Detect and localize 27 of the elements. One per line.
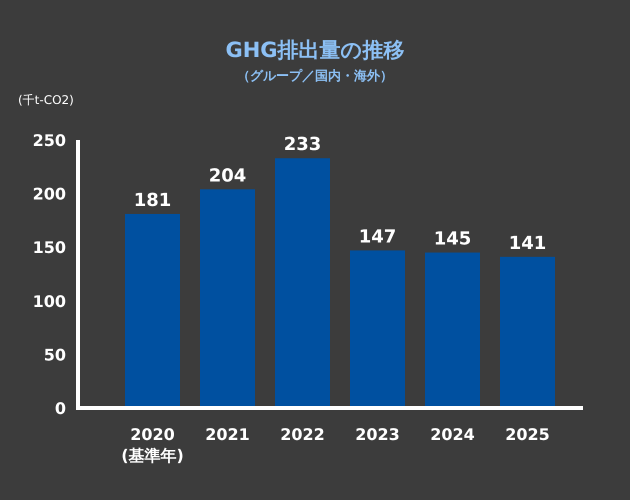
data-label: 181 bbox=[134, 190, 172, 211]
y-tick-label: 100 bbox=[32, 292, 66, 311]
x-tick-label: 2024 bbox=[430, 425, 475, 444]
y-tick-label: 250 bbox=[32, 131, 66, 150]
bar bbox=[500, 256, 555, 408]
data-label: 141 bbox=[508, 232, 546, 254]
bar bbox=[125, 214, 180, 408]
data-label: 145 bbox=[434, 228, 472, 250]
data-label: 204 bbox=[208, 165, 246, 186]
bar bbox=[275, 158, 330, 408]
y-tick-label: 50 bbox=[44, 345, 66, 364]
x-tick-label: 2021 bbox=[205, 425, 250, 444]
x-tick-label: 2020 (基準年) bbox=[121, 425, 184, 465]
y-tick-label: 200 bbox=[32, 184, 66, 204]
y-axis-title: (千t-CO2) bbox=[18, 93, 74, 107]
data-label: 147 bbox=[358, 226, 396, 248]
y-tick-label: 150 bbox=[32, 238, 66, 258]
x-tick-label: 2025 bbox=[505, 425, 550, 444]
x-tick-label: 2023 bbox=[355, 425, 400, 444]
y-tick-label: 0 bbox=[54, 399, 66, 418]
chart-subtitle: （グループ／国内・海外） bbox=[237, 68, 393, 84]
x-tick-label: 2022 bbox=[280, 425, 325, 444]
data-label: 233 bbox=[284, 134, 322, 156]
bar bbox=[200, 189, 255, 408]
bar bbox=[425, 252, 480, 408]
bar bbox=[350, 250, 405, 408]
chart-title: GHG排出量の推移 bbox=[225, 38, 405, 62]
